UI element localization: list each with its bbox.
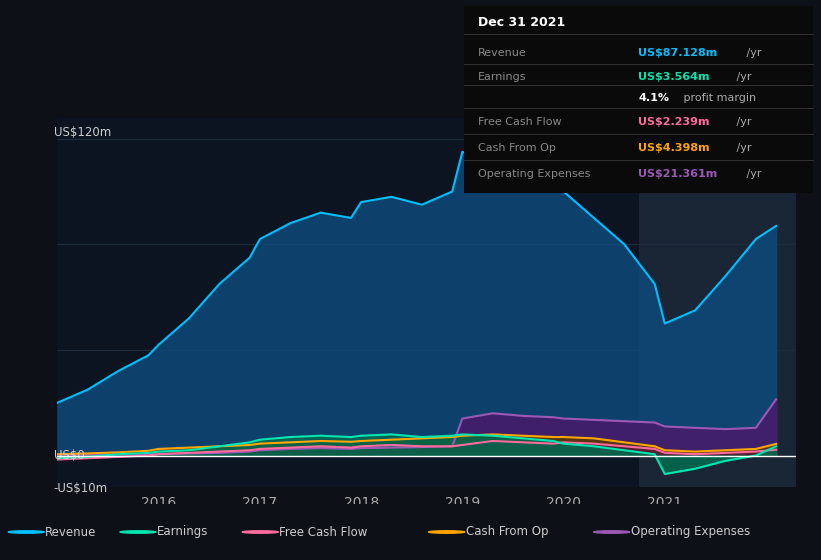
Text: -US$10m: -US$10m (54, 482, 108, 495)
Text: US$120m: US$120m (54, 125, 111, 139)
Text: /yr: /yr (732, 117, 751, 127)
Text: Earnings: Earnings (478, 72, 526, 82)
Bar (640, 118, 796, 487)
Text: US$87.128m: US$87.128m (639, 48, 718, 58)
Text: Revenue: Revenue (478, 48, 526, 58)
Text: Free Cash Flow: Free Cash Flow (279, 525, 368, 539)
Text: /yr: /yr (743, 48, 762, 58)
Text: US$0: US$0 (54, 449, 85, 462)
Text: Operating Expenses: Operating Expenses (478, 170, 590, 179)
Text: Dec 31 2021: Dec 31 2021 (478, 16, 565, 29)
Text: US$3.564m: US$3.564m (639, 72, 710, 82)
Circle shape (594, 531, 630, 533)
Text: US$21.361m: US$21.361m (639, 170, 718, 179)
Text: /yr: /yr (732, 72, 751, 82)
Text: /yr: /yr (743, 170, 762, 179)
Text: /yr: /yr (732, 143, 751, 153)
Text: profit margin: profit margin (680, 92, 756, 102)
Text: US$4.398m: US$4.398m (639, 143, 710, 153)
Text: Operating Expenses: Operating Expenses (631, 525, 750, 539)
Text: Cash From Op: Cash From Op (478, 143, 556, 153)
Text: Cash From Op: Cash From Op (466, 525, 548, 539)
Text: Free Cash Flow: Free Cash Flow (478, 117, 562, 127)
Circle shape (8, 531, 44, 533)
Text: Revenue: Revenue (45, 525, 97, 539)
Circle shape (429, 531, 465, 533)
Circle shape (242, 531, 278, 533)
Circle shape (120, 531, 156, 533)
Text: Earnings: Earnings (157, 525, 209, 539)
Text: US$2.239m: US$2.239m (639, 117, 710, 127)
Text: 4.1%: 4.1% (639, 92, 669, 102)
